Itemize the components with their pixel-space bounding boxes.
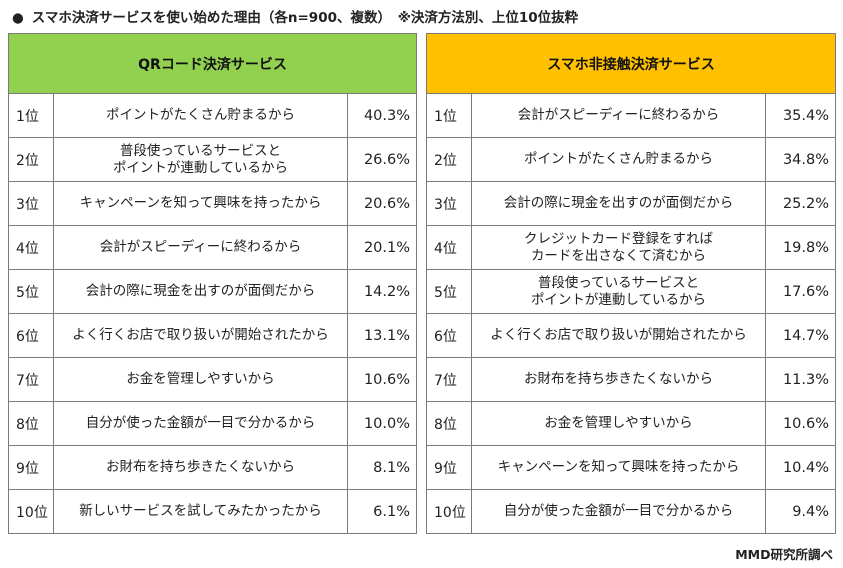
- table-row: 1位 ポイントがたくさん貯まるから 40.3%: [8, 93, 418, 138]
- table-row: 8位 自分が使った金額が一目で分かるから 10.0%: [8, 401, 418, 446]
- percentage-cell: 10.6%: [346, 357, 418, 402]
- reason-cell: 普段使っているサービスと ポイントが連動しているから: [471, 269, 766, 314]
- percentage-cell: 26.6%: [346, 137, 418, 182]
- rank-cell: 2位: [426, 137, 472, 182]
- percentage-cell: 20.6%: [346, 181, 418, 226]
- table-row: 3位 キャンペーンを知って興味を持ったから 20.6%: [8, 181, 418, 226]
- percentage-cell: 35.4%: [764, 93, 837, 138]
- rank-cell: 1位: [8, 93, 54, 138]
- rank-cell: 9位: [426, 445, 472, 490]
- source-credit: MMD研究所調べ: [735, 547, 833, 562]
- table-row: 4位 クレジットカード登録をすれば カードを出さなくて済むから 19.8%: [426, 225, 837, 270]
- table-row: 9位 お財布を持ち歩きたくないから 8.1%: [8, 445, 418, 490]
- reason-cell: ポイントがたくさん貯まるから: [471, 137, 766, 182]
- table-row: 8位 お金を管理しやすいから 10.6%: [426, 401, 837, 446]
- rank-cell: 5位: [426, 269, 472, 314]
- reason-cell: よく行くお店で取り扱いが開始されたから: [53, 313, 348, 358]
- percentage-cell: 17.6%: [764, 269, 837, 314]
- rank-cell: 4位: [8, 225, 54, 270]
- percentage-cell: 10.0%: [346, 401, 418, 446]
- percentage-cell: 34.8%: [764, 137, 837, 182]
- rank-cell: 4位: [426, 225, 472, 270]
- rank-cell: 8位: [8, 401, 54, 446]
- percentage-cell: 25.2%: [764, 181, 837, 226]
- table-body: 1位 会計がスピーディーに終わるから 35.4% 2位 ポイントがたくさん貯まるから 34…: [426, 93, 837, 534]
- reason-cell: 会計がスピーディーに終わるから: [471, 93, 766, 138]
- reason-cell: 普段使っているサービスと ポイントが連動しているから: [53, 137, 348, 182]
- percentage-cell: 20.1%: [346, 225, 418, 270]
- table-row: 2位 ポイントがたくさん貯まるから 34.8%: [426, 137, 837, 182]
- reason-cell: お財布を持ち歩きたくないから: [471, 357, 766, 402]
- rank-cell: 8位: [426, 401, 472, 446]
- reason-cell: クレジットカード登録をすれば カードを出さなくて済むから: [471, 225, 766, 270]
- percentage-cell: 10.6%: [764, 401, 837, 446]
- reason-cell: ポイントがたくさん貯まるから: [53, 93, 348, 138]
- reason-cell: 会計がスピーディーに終わるから: [53, 225, 348, 270]
- reason-cell: よく行くお店で取り扱いが開始されたから: [471, 313, 766, 358]
- table-row: 5位 普段使っているサービスと ポイントが連動しているから 17.6%: [426, 269, 837, 314]
- percentage-cell: 40.3%: [346, 93, 418, 138]
- rank-cell: 6位: [426, 313, 472, 358]
- rank-cell: 7位: [8, 357, 54, 402]
- percentage-cell: 9.4%: [764, 489, 837, 534]
- rank-cell: 1位: [426, 93, 472, 138]
- table-row: 7位 お財布を持ち歩きたくないから 11.3%: [426, 357, 837, 402]
- rank-cell: 10位: [426, 489, 472, 534]
- table-row: 9位 キャンペーンを知って興味を持ったから 10.4%: [426, 445, 837, 490]
- rank-cell: 10位: [8, 489, 54, 534]
- rank-cell: 2位: [8, 137, 54, 182]
- table-header-row: スマホ非接触決済サービス: [425, 33, 837, 94]
- table-row: 3位 会計の際に現金を出すのが面倒だから 25.2%: [426, 181, 837, 226]
- percentage-cell: 11.3%: [764, 357, 837, 402]
- reason-cell: 自分が使った金額が一目で分かるから: [53, 401, 348, 446]
- percentage-cell: 14.2%: [346, 269, 418, 314]
- rank-cell: 3位: [426, 181, 472, 226]
- table-row: 4位 会計がスピーディーに終わるから 20.1%: [8, 225, 418, 270]
- reason-cell: お金を管理しやすいから: [53, 357, 348, 402]
- table-row: 5位 会計の際に現金を出すのが面倒だから 14.2%: [8, 269, 418, 314]
- contactless-payment-table: スマホ非接触決済サービス 1位 会計がスピーディーに終わるから 35.4% 2位 ポイン…: [425, 33, 837, 534]
- rank-cell: 7位: [426, 357, 472, 402]
- reason-cell: 自分が使った金額が一目で分かるから: [471, 489, 766, 534]
- table-row: 1位 会計がスピーディーに終わるから 35.4%: [426, 93, 837, 138]
- percentage-cell: 19.8%: [764, 225, 837, 270]
- reason-cell: 会計の際に現金を出すのが面倒だから: [53, 269, 348, 314]
- table-row: 10位 自分が使った金額が一目で分かるから 9.4%: [426, 489, 837, 534]
- percentage-cell: 6.1%: [346, 489, 418, 534]
- rank-cell: 6位: [8, 313, 54, 358]
- reason-cell: キャンペーンを知って興味を持ったから: [53, 181, 348, 226]
- reason-cell: キャンペーンを知って興味を持ったから: [471, 445, 766, 490]
- rank-cell: 3位: [8, 181, 54, 226]
- reason-cell: お金を管理しやすいから: [471, 401, 766, 446]
- qr-payment-table: QRコード決済サービス 1位 ポイントがたくさん貯まるから 40.3% 2位 普段使って…: [7, 33, 418, 534]
- percentage-cell: 8.1%: [346, 445, 418, 490]
- percentage-cell: 10.4%: [764, 445, 837, 490]
- table-row: 10位 新しいサービスを試してみたかったから 6.1%: [8, 489, 418, 534]
- page-title: ● スマホ決済サービスを使い始めた理由（各n=900、複数） ※決済方法別、上位1…: [12, 6, 578, 26]
- reason-cell: お財布を持ち歩きたくないから: [53, 445, 348, 490]
- table-header-row: QRコード決済サービス: [7, 33, 418, 94]
- table-row: 2位 普段使っているサービスと ポイントが連動しているから 26.6%: [8, 137, 418, 182]
- table-body: 1位 ポイントがたくさん貯まるから 40.3% 2位 普段使っているサービスと ポイント…: [8, 93, 418, 534]
- contactless-payment-header: スマホ非接触決済サービス: [425, 33, 837, 94]
- bullet-icon: ●: [12, 10, 24, 26]
- qr-payment-header: QRコード決済サービス: [7, 33, 418, 94]
- reason-cell: 新しいサービスを試してみたかったから: [53, 489, 348, 534]
- percentage-cell: 14.7%: [764, 313, 837, 358]
- table-row: 6位 よく行くお店で取り扱いが開始されたから 14.7%: [426, 313, 837, 358]
- table-row: 7位 お金を管理しやすいから 10.6%: [8, 357, 418, 402]
- percentage-cell: 13.1%: [346, 313, 418, 358]
- reason-cell: 会計の際に現金を出すのが面倒だから: [471, 181, 766, 226]
- table-row: 6位 よく行くお店で取り扱いが開始されたから 13.1%: [8, 313, 418, 358]
- rank-cell: 5位: [8, 269, 54, 314]
- title-text: スマホ決済サービスを使い始めた理由（各n=900、複数） ※決済方法別、上位10…: [31, 10, 579, 26]
- rank-cell: 9位: [8, 445, 54, 490]
